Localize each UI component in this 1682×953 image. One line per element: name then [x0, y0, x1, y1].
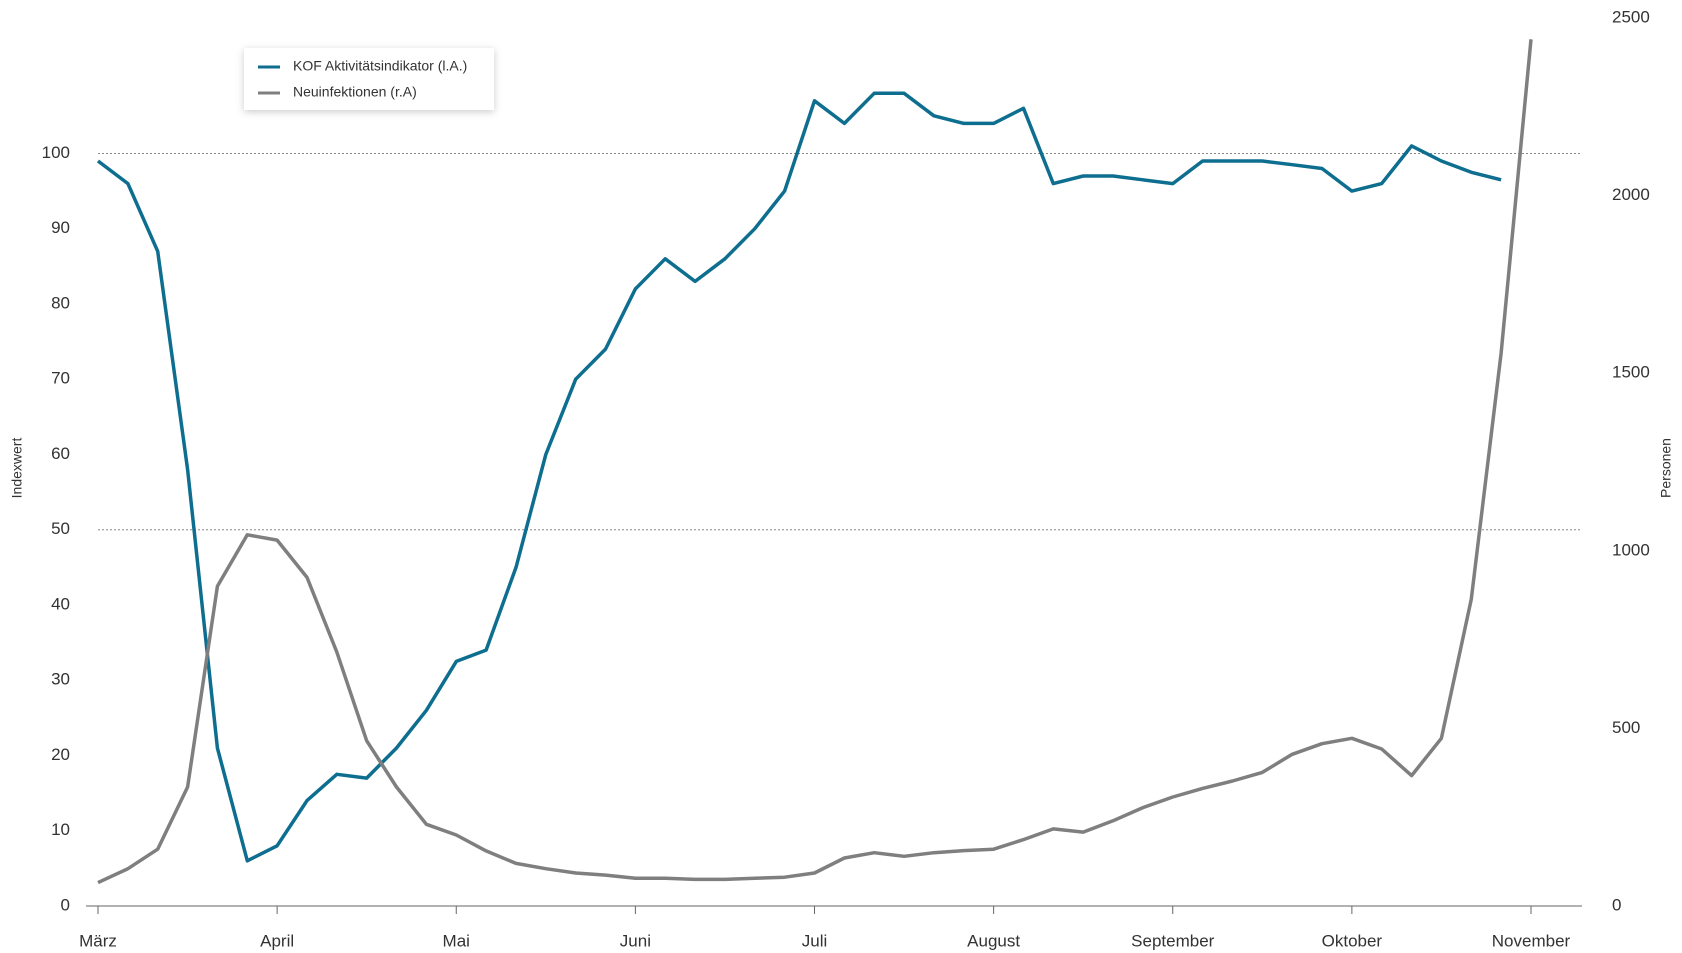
- legend-label: Neuinfektionen (r.A): [293, 84, 417, 100]
- y-tick-label: 30: [51, 670, 70, 689]
- y-tick-label: 80: [51, 293, 70, 312]
- y-tick-label: 50: [51, 519, 70, 538]
- series-line: [96, 91, 1502, 863]
- series-line: [97, 39, 1533, 885]
- y2-tick-label: 1500: [1612, 363, 1650, 382]
- y-axis-label: Indexwert: [9, 438, 25, 499]
- legend-label: KOF Aktivitätsindikator (l.A.): [293, 58, 467, 74]
- x-tick-label: November: [1492, 931, 1571, 950]
- y2-tick-label: 1000: [1612, 540, 1650, 559]
- x-tick-label: September: [1131, 931, 1214, 950]
- y-tick-label: 40: [51, 594, 70, 613]
- y-tick-label: 60: [51, 444, 70, 463]
- y2-tick-label: 500: [1612, 718, 1640, 737]
- x-tick-label: Juli: [802, 931, 828, 950]
- y-tick-label: 90: [51, 218, 70, 237]
- legend-box: [244, 48, 494, 110]
- x-tick-label: April: [260, 931, 294, 950]
- x-tick-label: Oktober: [1322, 931, 1383, 950]
- x-tick-label: August: [967, 931, 1020, 950]
- y-tick-label: 10: [51, 820, 70, 839]
- x-tick-label: Juni: [620, 931, 651, 950]
- y-tick-label: 0: [61, 895, 70, 914]
- y2-axis-label: Personen: [1658, 438, 1674, 498]
- x-tick-label: März: [79, 931, 117, 950]
- y2-tick-label: 2000: [1612, 185, 1650, 204]
- y2-tick-label: 0: [1612, 895, 1621, 914]
- y-tick-label: 70: [51, 369, 70, 388]
- y-tick-label: 20: [51, 745, 70, 764]
- y2-tick-label: 2500: [1612, 7, 1650, 26]
- x-tick-label: Mai: [443, 931, 470, 950]
- y-tick-label: 100: [42, 143, 70, 162]
